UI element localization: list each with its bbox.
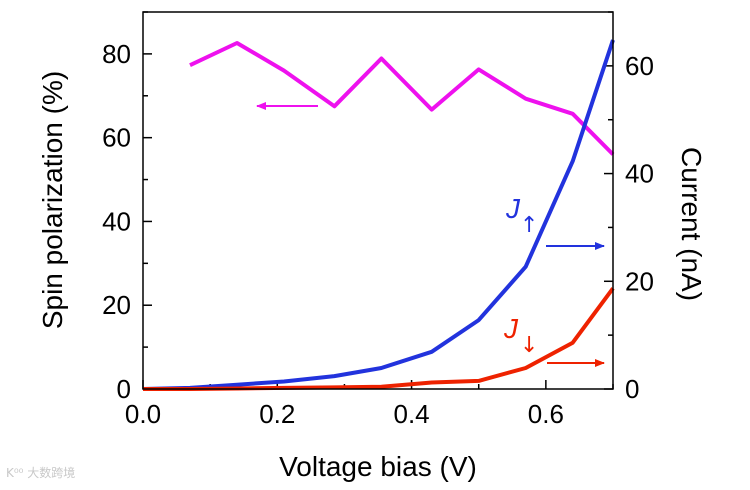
y-right-tick-label: 20	[625, 266, 654, 296]
y-left-tick-label: 60	[102, 123, 131, 153]
plot-frame	[142, 11, 614, 390]
y-left-tick-label: 0	[117, 374, 131, 404]
annotation-j-down: J ↓	[503, 313, 605, 367]
j-down-line	[143, 287, 615, 391]
y-right-tick-label: 0	[625, 374, 639, 404]
x-tick-label: 0.2	[259, 399, 295, 429]
spin-polarization-line	[189, 41, 615, 156]
j-down-subscript: ↓	[520, 333, 538, 358]
watermark: K⁰⁰ 大数跨境	[6, 466, 76, 480]
y-right-tick-label: 60	[625, 51, 654, 81]
j-up-line	[142, 39, 615, 391]
y-right-tick-label: 40	[625, 159, 654, 189]
series-layer	[142, 39, 615, 391]
x-tick-label: 0.4	[393, 399, 429, 429]
j-down-label: J	[503, 313, 519, 344]
j-up-subscript: ↑	[520, 213, 538, 238]
y-right-axis-title: Current (nA)	[676, 147, 707, 301]
x-axis-title: Voltage bias (V)	[279, 451, 477, 482]
y-left-tick-label: 40	[102, 206, 131, 236]
x-tick-label: 0.6	[528, 399, 564, 429]
annotation-j-up: J ↑	[505, 193, 605, 250]
y-left-tick-label: 20	[102, 290, 131, 320]
j-up-label: J	[505, 193, 521, 224]
x-tick-label: 0.0	[125, 399, 161, 429]
y-left-tick-label: 80	[102, 39, 131, 69]
y-left-axis-title: Spin polarization (%)	[37, 71, 68, 329]
ticks-layer: 0.0 0.2 0.4 0.6 0 20 40 60 80 0 20 40 60	[102, 11, 654, 429]
